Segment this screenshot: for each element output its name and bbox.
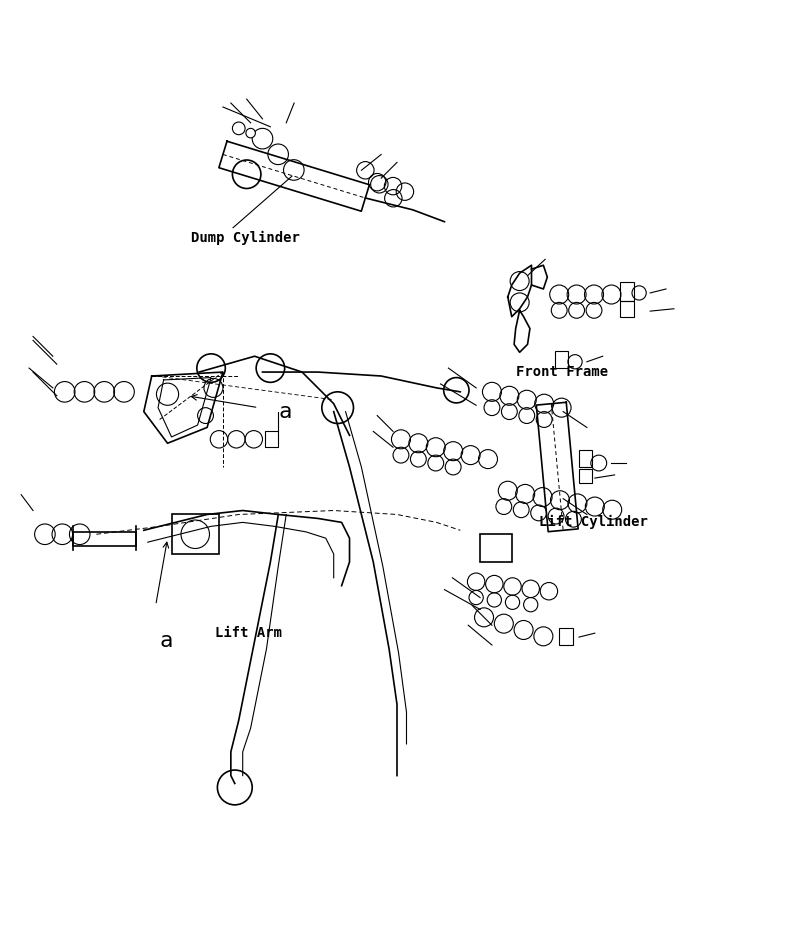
Bar	[620, 301, 634, 317]
Bar	[579, 449, 592, 467]
Text: Lift Arm: Lift Arm	[215, 626, 282, 640]
Bar	[172, 515, 219, 554]
Text: a: a	[279, 402, 291, 421]
Bar	[620, 282, 634, 301]
Circle shape	[246, 128, 256, 138]
Bar	[579, 469, 592, 483]
Circle shape	[233, 122, 245, 134]
Bar	[559, 628, 573, 645]
Bar	[72, 531, 136, 546]
Bar	[480, 534, 511, 562]
Text: Lift Cylinder: Lift Cylinder	[539, 516, 648, 530]
Text: a: a	[160, 631, 173, 651]
Bar	[265, 432, 278, 447]
Bar	[555, 350, 568, 368]
Text: Dump Cylinder: Dump Cylinder	[191, 231, 300, 245]
Text: Front Frame: Front Frame	[515, 365, 608, 379]
